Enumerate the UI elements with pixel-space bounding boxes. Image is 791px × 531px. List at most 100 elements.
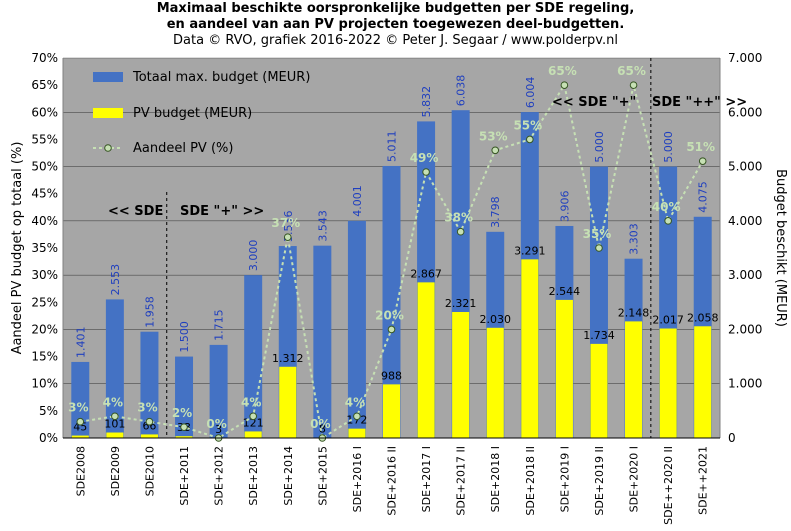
legend-swatch-total [93,72,123,82]
x-tick-label: SDE+2020 I [628,446,641,512]
pv-share-label: 4% [103,395,123,409]
pv-share-label: 55% [513,118,542,132]
y-left-tick-label: 25% [31,295,58,309]
total-budget-bar [105,299,124,438]
total-budget-label: 5.832 [420,86,433,118]
total-budget-label: 1.500 [178,321,191,353]
x-tick-label: SDE+2012 [213,446,226,506]
total-budget-label: 5.011 [386,130,399,162]
pv-share-point [111,412,119,421]
pv-share-point [76,417,85,426]
pv-share-label: 20% [375,308,404,322]
pv-budget-bar [175,436,193,438]
pv-share-label: 65% [617,64,646,78]
total-budget-label: 5.000 [662,131,675,163]
pv-budget-bar [590,343,608,438]
y-left-tick-label: 65% [31,78,58,92]
pv-share-point [387,325,396,334]
total-budget-label: 1.715 [213,309,226,341]
x-tick-label: SDE+2016 I [351,446,364,512]
pv-share-label: 3% [68,401,88,415]
x-tick-label: SDE++2021 [697,446,710,515]
total-budget-bar [382,165,401,438]
total-budget-bar [175,356,194,438]
total-budget-label: 3.543 [316,210,329,242]
pv-share-point [456,227,465,236]
y-left-tick-label: 35% [31,241,58,255]
pv-budget-bar [71,435,89,438]
pv-budget-label: 2.017 [652,314,684,327]
legend-swatch-pv [93,108,123,118]
y-right-tick-label: 1.000 [728,377,762,391]
pv-share-point [664,217,672,225]
pv-share-label: 49% [410,151,439,165]
chart-title-line-1: Maximaal beschikte oorspronkelijke budge… [156,1,635,16]
pv-share-point [283,233,292,241]
y-left-tick-label: 0% [39,431,58,445]
pv-budget-bar [452,312,470,438]
x-tick-label: SDE+2019 I [558,446,571,512]
pv-share-point [698,157,707,165]
pv-budget-bar [417,282,435,438]
y-right-tick-label: 6.000 [728,105,762,119]
total-budget-label: 5.000 [593,131,606,163]
x-tick-label: SDE+2017 II [455,446,468,516]
pv-budget-bar [694,326,712,438]
y-left-tick-label: 70% [31,51,58,65]
pv-share-point [249,412,257,421]
pv-share-point [560,81,569,89]
pv-budget-label: 1.734 [583,329,615,342]
pv-budget-bar [140,434,158,438]
annotation-sde-plus: SDE "+" >> [180,204,264,219]
total-budget-label: 2.553 [109,264,122,296]
pv-share-point [629,81,638,89]
x-tick-label: SDE+2017 I [420,446,433,512]
y-right-tick-label: 5.000 [728,160,762,174]
pv-budget-label: 2.544 [549,285,581,298]
y-left-tick-label: 30% [31,268,58,282]
pv-share-point [353,412,361,421]
pv-share-label: 35% [583,227,612,241]
y-right-axis-label: Budget beschikt (MEUR) [773,169,788,327]
total-budget-label: 6.004 [524,77,537,109]
pv-share-point [422,168,430,176]
y-right-tick-label: 3.000 [728,268,762,282]
pv-share-label: 4% [241,395,261,409]
pv-share-label: 4% [345,395,365,409]
total-budget-bar [244,275,263,438]
pv-budget-label: 172 [346,414,367,427]
pv-budget-label: 101 [104,418,125,431]
y-left-tick-label: 5% [39,404,58,418]
x-tick-label: SDE+2011 [178,446,191,506]
total-budget-label: 3.536 [282,211,295,243]
annotation-sde-plus-2: << SDE "+" [552,95,636,110]
pv-budget-label: 2.058 [687,311,719,324]
total-budget-bar [71,361,90,438]
chart-title-line-2: en aandeel van aan PV projecten toegewez… [166,17,625,32]
x-tick-label: SDE+2018 I [489,446,502,512]
total-budget-bar [313,245,332,438]
legend-label-share: Aandeel PV (%) [133,141,233,156]
chart-subtitle: Data © RVO, grafiek 2016-2022 © Peter J.… [173,33,618,48]
pv-budget-bar [382,384,401,438]
x-tick-label: SDE2008 [74,446,87,496]
pv-share-label: 37% [271,216,300,230]
annotation-sde: << SDE [108,204,163,219]
pv-budget-label: 2.030 [479,313,511,326]
total-budget-label: 3.798 [489,196,502,228]
total-budget-label: 3.906 [558,190,571,222]
total-budget-label: 1.958 [143,296,156,328]
total-budget-label: 3.303 [628,223,641,255]
pv-budget-bar [279,366,297,438]
pv-share-point [180,423,188,431]
pv-budget-bar [348,428,366,438]
pv-share-label: 0% [206,417,226,431]
annotation-sde-plusplus: SDE "++" >> [652,95,747,110]
pv-share-point [595,244,603,252]
y-left-tick-label: 50% [31,160,58,174]
legend-marker-share [104,144,112,152]
total-budget-label: 4.001 [351,185,364,217]
pv-budget-label: 2.148 [618,306,650,319]
pv-budget-label: 8 [319,423,326,436]
y-left-tick-label: 20% [31,322,58,336]
